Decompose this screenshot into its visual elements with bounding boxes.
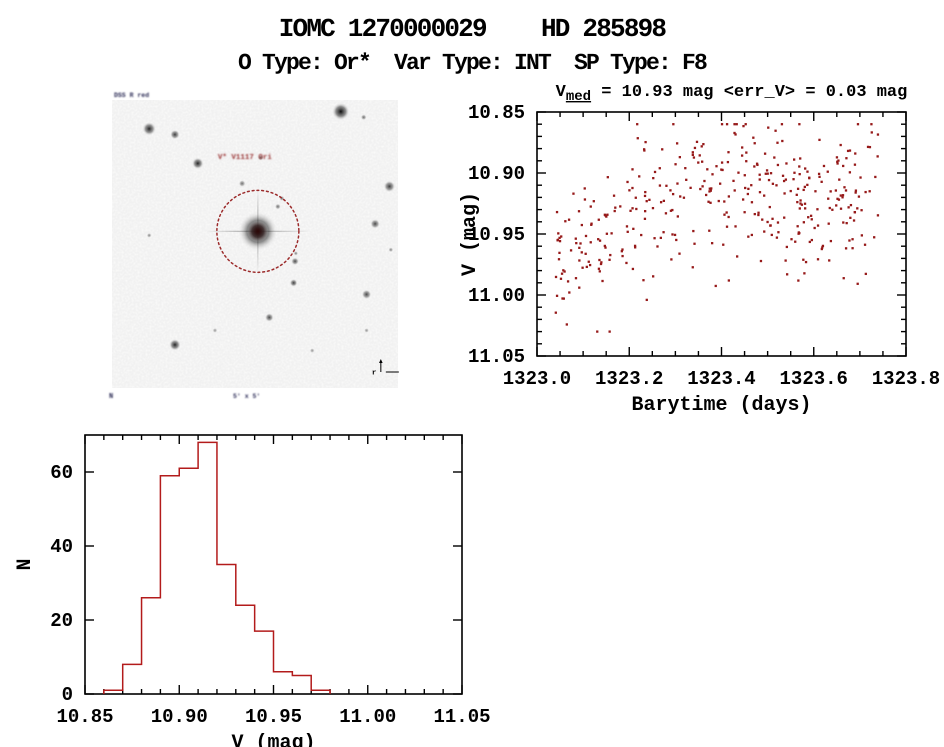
svg-text:11.05: 11.05 — [433, 706, 490, 728]
svg-text:0: 0 — [62, 684, 73, 706]
svg-text:10.90: 10.90 — [151, 706, 208, 728]
svg-text:DSS R red: DSS R red — [114, 92, 149, 99]
svg-text:10.95: 10.95 — [245, 706, 302, 728]
svg-text:10.90: 10.90 — [468, 163, 525, 185]
svg-text:1323.8: 1323.8 — [872, 368, 940, 390]
svg-text:1323.4: 1323.4 — [687, 368, 755, 390]
svg-text:20: 20 — [50, 610, 73, 632]
svg-text:N: N — [109, 393, 113, 401]
svg-text:11.05: 11.05 — [468, 346, 525, 368]
svg-text:1323.2: 1323.2 — [595, 368, 663, 390]
svg-text:N: N — [14, 558, 37, 570]
svg-text:11.00: 11.00 — [468, 285, 525, 307]
svg-text:V (mag): V (mag) — [459, 192, 482, 276]
svg-text:40: 40 — [50, 536, 73, 558]
svg-text:60: 60 — [50, 462, 73, 484]
svg-text:10.85: 10.85 — [468, 102, 525, 124]
svg-text:1323.0: 1323.0 — [503, 368, 571, 390]
svg-text:V* V1117 Ori: V* V1117 Ori — [218, 154, 273, 162]
svg-text:10.85: 10.85 — [56, 706, 113, 728]
svg-text:5' x 5': 5' x 5' — [233, 393, 260, 400]
svg-text:V (mag): V (mag) — [231, 732, 315, 747]
svg-text:1323.6: 1323.6 — [780, 368, 848, 390]
svg-text:Vmed = 10.93 mag <err_V> = 0.0: Vmed = 10.93 mag <err_V> = 0.03 mag — [556, 83, 908, 105]
svg-text:r: r — [372, 370, 377, 378]
svg-text:11.00: 11.00 — [339, 706, 396, 728]
svg-text:Barytime (days): Barytime (days) — [631, 394, 811, 417]
